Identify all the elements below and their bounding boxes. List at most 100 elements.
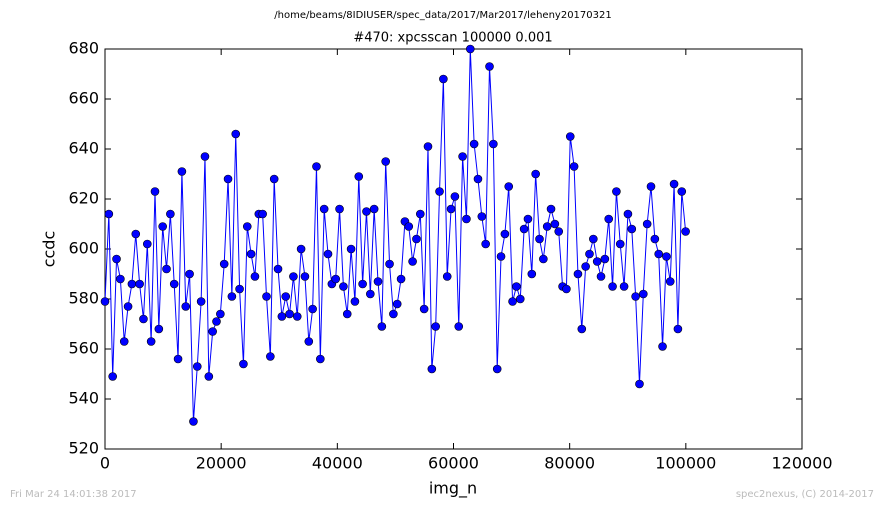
data-point xyxy=(596,272,606,281)
data-point xyxy=(492,364,502,374)
data-point xyxy=(527,269,537,279)
data-point xyxy=(266,352,275,361)
data-point xyxy=(389,309,398,319)
data-point xyxy=(246,249,256,259)
data-point xyxy=(635,379,644,389)
data-point xyxy=(619,282,629,291)
data-point xyxy=(373,277,383,286)
data-point xyxy=(346,244,356,254)
data-point xyxy=(612,187,621,196)
data-point xyxy=(650,234,660,244)
data-point xyxy=(504,182,514,191)
data-point xyxy=(154,324,164,334)
data-point xyxy=(427,364,437,374)
data-point xyxy=(592,257,602,266)
data-point xyxy=(119,337,129,346)
data-point xyxy=(135,279,144,289)
data-point xyxy=(223,174,233,184)
data-point xyxy=(446,204,456,214)
data-point xyxy=(627,224,637,234)
x-axis-label: img_n xyxy=(429,479,477,499)
y-tick-label: 680 xyxy=(68,39,99,58)
data-point xyxy=(108,372,117,381)
data-point xyxy=(196,297,206,306)
data-point xyxy=(173,354,183,364)
data-point xyxy=(350,297,360,306)
data-point xyxy=(158,222,167,231)
data-point xyxy=(177,167,187,176)
data-point xyxy=(454,322,464,331)
data-point xyxy=(362,207,371,216)
data-point xyxy=(646,182,656,191)
data-point xyxy=(262,292,271,301)
data-point xyxy=(131,229,141,239)
data-point xyxy=(473,174,483,184)
data-point xyxy=(166,209,175,219)
data-point xyxy=(404,222,414,231)
data-point xyxy=(589,234,598,244)
data-point xyxy=(292,312,302,321)
data-point xyxy=(269,174,279,184)
data-point xyxy=(277,312,287,321)
data-line xyxy=(104,48,687,422)
data-point xyxy=(519,224,529,234)
data-point xyxy=(235,284,244,294)
y-tick-label: 560 xyxy=(68,339,99,358)
data-point xyxy=(577,324,587,334)
data-point xyxy=(335,204,344,214)
y-tick-label: 640 xyxy=(68,139,99,158)
data-point xyxy=(631,292,640,301)
data-point xyxy=(412,234,421,244)
y-tick-label: 520 xyxy=(68,439,99,458)
x-tick-label: 20000 xyxy=(196,454,247,473)
footer-right: spec2nexus, (C) 2014-2017 xyxy=(736,489,874,500)
data-point xyxy=(300,272,310,281)
data-point xyxy=(662,252,671,261)
data-point xyxy=(669,179,679,189)
data-point xyxy=(439,74,448,84)
data-point xyxy=(250,272,260,281)
data-point xyxy=(316,354,325,364)
data-point xyxy=(204,372,214,381)
data-point xyxy=(415,209,425,219)
data-point xyxy=(354,172,364,181)
data-point xyxy=(242,222,252,231)
data-point xyxy=(100,297,110,306)
data-point xyxy=(462,214,471,224)
data-point xyxy=(142,239,152,249)
data-point xyxy=(562,284,571,294)
data-point xyxy=(535,234,544,244)
data-point xyxy=(185,269,194,279)
y-axis-label: ccdc xyxy=(40,231,59,268)
data-point xyxy=(342,309,352,319)
data-point xyxy=(227,292,237,301)
data-point xyxy=(231,129,241,139)
data-point xyxy=(408,257,417,266)
data-point xyxy=(642,219,652,229)
data-point xyxy=(665,277,675,286)
data-point xyxy=(123,302,133,311)
data-point xyxy=(523,214,533,224)
suptitle: /home/beams/8IDIUSER/spec_data/2017/Mar2… xyxy=(274,10,611,21)
data-point xyxy=(554,227,564,236)
data-point xyxy=(515,294,525,304)
data-point xyxy=(623,209,633,219)
x-tick-label: 120000 xyxy=(771,454,832,473)
data-point xyxy=(323,249,333,259)
x-tick-label: 100000 xyxy=(655,454,716,473)
data-point xyxy=(392,299,402,309)
data-point xyxy=(442,272,452,281)
data-point xyxy=(673,324,683,334)
y-tick-label: 540 xyxy=(68,389,99,408)
data-point xyxy=(319,204,329,214)
data-point xyxy=(312,162,321,171)
x-tick-label: 0 xyxy=(100,454,110,473)
data-point xyxy=(212,317,221,326)
y-tick-label: 600 xyxy=(68,239,99,258)
data-point xyxy=(385,259,394,269)
y-tick-label: 660 xyxy=(68,89,99,108)
data-point xyxy=(181,302,191,311)
x-tick-label: 40000 xyxy=(312,454,363,473)
data-point xyxy=(585,249,594,259)
chart-title: #470: xpcsscan 100000 0.001 xyxy=(353,31,552,46)
